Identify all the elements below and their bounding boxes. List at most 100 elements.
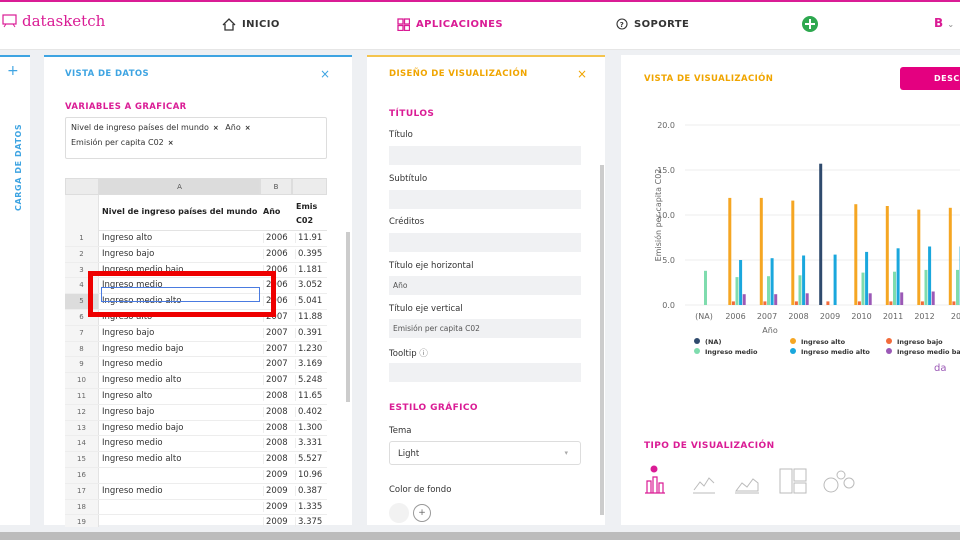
- nav-soporte[interactable]: ? SOPORTE: [616, 18, 689, 30]
- cell-year[interactable]: 2009: [263, 485, 291, 496]
- cell-level[interactable]: Ingreso medio: [102, 485, 163, 496]
- cell-emission[interactable]: 0.402: [295, 406, 327, 417]
- cell-year[interactable]: 2007: [263, 343, 291, 354]
- download-button[interactable]: DESCA: [900, 67, 960, 90]
- cell-level[interactable]: Ingreso alto: [102, 233, 153, 243]
- cell-emission[interactable]: 11.88: [295, 312, 327, 322]
- cell-level[interactable]: Ingreso medio alto: [102, 454, 182, 465]
- treemap-type-icon[interactable]: [778, 465, 808, 495]
- cell-level[interactable]: Ingreso medio: [102, 438, 163, 449]
- table-row[interactable]: 9 Ingreso medio 2007 3.169: [65, 357, 327, 374]
- table-row[interactable]: 14 Ingreso medio 2008 3.331: [65, 436, 327, 453]
- cell-emission[interactable]: 11.65: [295, 391, 327, 401]
- close-icon[interactable]: ×: [320, 67, 331, 81]
- x-axis-title-input[interactable]: Año: [389, 276, 581, 295]
- cell-emission[interactable]: 0.395: [295, 248, 327, 259]
- subtitle-input[interactable]: [389, 190, 581, 209]
- cell-emission[interactable]: 1.230: [295, 343, 327, 354]
- cell-level[interactable]: Ingreso alto: [102, 391, 153, 401]
- cell-emission[interactable]: 5.041: [295, 296, 327, 307]
- nav-inicio[interactable]: INICIO: [222, 18, 280, 31]
- bar-chart-type-icon[interactable]: [643, 465, 669, 495]
- horizontal-scrollbar[interactable]: [0, 532, 960, 540]
- table-row[interactable]: 2 Ingreso bajo 2006 0.395: [65, 246, 327, 263]
- var-chip[interactable]: Nivel de ingreso países del mundo ×: [71, 123, 219, 132]
- cell-year[interactable]: 2008: [263, 454, 291, 465]
- cell-emission[interactable]: 1.335: [295, 501, 327, 512]
- table-row[interactable]: 7 Ingreso bajo 2007 0.391: [65, 325, 327, 342]
- cell-year[interactable]: 2008: [263, 438, 291, 449]
- cell-year[interactable]: 2006: [263, 296, 291, 307]
- cell-level[interactable]: Ingreso medio bajo: [102, 264, 184, 275]
- table-row[interactable]: 11 Ingreso alto 2008 11.65: [65, 389, 327, 405]
- selected-cell[interactable]: [101, 287, 260, 302]
- variables-selector[interactable]: Nivel de ingreso países del mundo × Año × …: [65, 117, 327, 159]
- theme-select[interactable]: Light ▾: [389, 441, 581, 465]
- cell-year[interactable]: 2007: [263, 327, 291, 338]
- cell-emission[interactable]: 0.391: [295, 327, 327, 338]
- cell-emission[interactable]: 0.387: [295, 485, 327, 496]
- cell-emission[interactable]: 5.248: [295, 375, 327, 386]
- col-header-b[interactable]: B: [260, 178, 292, 195]
- table-row[interactable]: 1 Ingreso alto 2006 11.91: [65, 231, 327, 247]
- logo[interactable]: datasketch: [2, 12, 105, 30]
- table-row[interactable]: 19 2009 3.375: [65, 515, 327, 527]
- cell-year[interactable]: 2006: [263, 248, 291, 259]
- color-swatch[interactable]: [389, 503, 409, 523]
- cell-emission[interactable]: 1.300: [295, 422, 327, 433]
- table-row[interactable]: 16 2009 10.96: [65, 468, 327, 484]
- scrollbar[interactable]: [600, 165, 604, 515]
- spreadsheet[interactable]: A B Nivel de ingreso países del mundo Añ…: [65, 178, 327, 527]
- cell-year[interactable]: 2006: [263, 233, 291, 243]
- remove-icon[interactable]: ×: [167, 139, 174, 147]
- cell-emission[interactable]: 11.91: [295, 233, 327, 243]
- cell-year[interactable]: 2007: [263, 359, 291, 370]
- cell-emission[interactable]: 3.052: [295, 280, 327, 291]
- cell-year[interactable]: 2009: [263, 470, 291, 480]
- cell-level[interactable]: Ingreso alto: [102, 312, 153, 322]
- table-row[interactable]: 18 2009 1.335: [65, 499, 327, 516]
- line-chart-type-icon[interactable]: [691, 465, 717, 495]
- table-row[interactable]: 10 Ingreso medio alto 2007 5.248: [65, 373, 327, 389]
- var-chip[interactable]: Emisión per capita C02 ×: [71, 138, 174, 147]
- cell-level[interactable]: Ingreso medio: [102, 280, 163, 291]
- table-row[interactable]: 13 Ingreso medio bajo 2008 1.300: [65, 420, 327, 437]
- remove-icon[interactable]: ×: [212, 124, 219, 132]
- bubble-chart-type-icon[interactable]: [821, 465, 857, 495]
- table-row[interactable]: 17 Ingreso medio 2009 0.387: [65, 483, 327, 500]
- cell-level[interactable]: Ingreso medio alto: [102, 375, 182, 386]
- header-cell[interactable]: Año: [263, 207, 281, 216]
- cell-level[interactable]: Ingreso medio bajo: [102, 422, 184, 433]
- y-axis-title-input[interactable]: Emisión per capita C02: [389, 319, 581, 338]
- cell-emission[interactable]: 3.169: [295, 359, 327, 370]
- cell-year[interactable]: 2009: [263, 517, 291, 527]
- tooltip-input[interactable]: [389, 363, 581, 382]
- var-chip[interactable]: Año ×: [225, 123, 250, 132]
- remove-icon[interactable]: ×: [244, 124, 251, 132]
- cell-level[interactable]: Ingreso medio bajo: [102, 343, 184, 354]
- col-header-a[interactable]: A: [99, 178, 260, 195]
- title-input[interactable]: [389, 146, 581, 165]
- header-cell[interactable]: Nivel de ingreso países del mundo: [102, 207, 258, 216]
- area-chart-type-icon[interactable]: [733, 465, 761, 495]
- table-row[interactable]: 8 Ingreso medio bajo 2007 1.230: [65, 341, 327, 358]
- corner-cell[interactable]: [65, 178, 99, 195]
- user-menu[interactable]: B ⌄: [934, 16, 954, 30]
- cell-emission[interactable]: 5.527: [295, 454, 327, 465]
- cell-emission[interactable]: 1.181: [295, 264, 327, 275]
- scrollbar[interactable]: [346, 232, 350, 402]
- cell-level[interactable]: Ingreso medio: [102, 359, 163, 370]
- cell-emission[interactable]: 3.375: [295, 517, 327, 527]
- nav-aplicaciones[interactable]: APLICACIONES: [397, 18, 503, 31]
- add-color-icon[interactable]: +: [413, 504, 431, 522]
- cell-year[interactable]: 2006: [263, 280, 291, 291]
- cell-level[interactable]: Ingreso bajo: [102, 406, 155, 417]
- cell-year[interactable]: 2006: [263, 264, 291, 275]
- cell-year[interactable]: 2008: [263, 422, 291, 433]
- credits-input[interactable]: [389, 233, 581, 252]
- cell-year[interactable]: 2007: [263, 312, 291, 322]
- table-row[interactable]: 12 Ingreso bajo 2008 0.402: [65, 404, 327, 421]
- cell-level[interactable]: Ingreso bajo: [102, 327, 155, 338]
- col-header-c[interactable]: [292, 178, 327, 195]
- language-flag-icon[interactable]: [802, 16, 818, 32]
